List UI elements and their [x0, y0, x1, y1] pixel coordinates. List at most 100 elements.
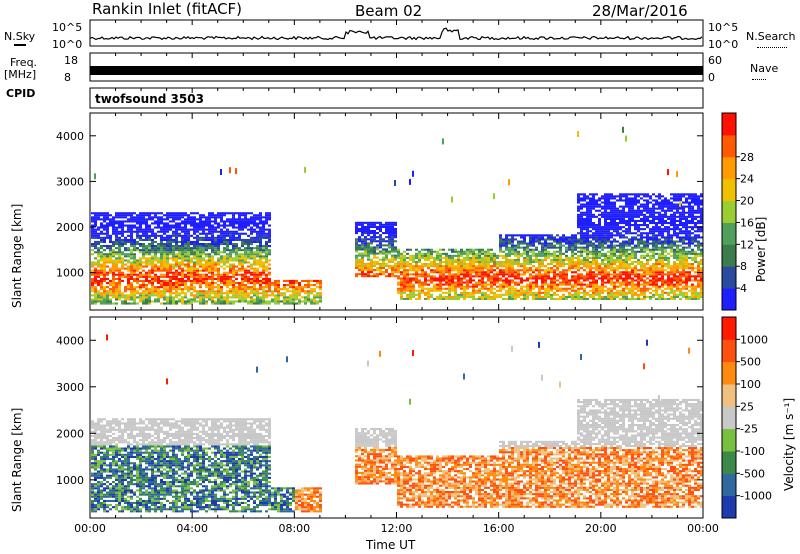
heatmap-cell: [385, 250, 388, 253]
heatmap-cell: [382, 256, 385, 259]
heatmap-cell: [400, 263, 403, 266]
heatmap-cell: [559, 252, 562, 255]
heatmap-cell: [616, 273, 619, 276]
heatmap-cell: [466, 263, 469, 266]
heatmap-cell: [409, 287, 412, 290]
heatmap-cell: [217, 271, 220, 274]
heatmap-cell: [442, 256, 445, 259]
heatmap-cell: [559, 248, 562, 251]
heatmap-cell: [205, 249, 208, 252]
heatmap-cell: [199, 298, 202, 301]
heatmap-cell: [544, 289, 547, 292]
heatmap-cell: [394, 234, 397, 237]
heatmap-cell: [442, 291, 445, 294]
heatmap-cell: [175, 243, 178, 246]
heatmap-cell: [175, 275, 178, 278]
heatmap-cell: [469, 285, 472, 288]
heatmap-cell: [235, 245, 238, 248]
heatmap-cell: [166, 249, 169, 252]
heatmap-cell: [133, 294, 136, 297]
heatmap-cell: [619, 226, 622, 229]
heatmap-cell: [643, 248, 646, 251]
heatmap-cell: [241, 257, 244, 260]
heatmap-cell: [262, 298, 265, 301]
heatmap-cell: [628, 222, 631, 225]
heatmap-cell: [127, 279, 130, 282]
heatmap-cell: [451, 281, 454, 284]
heatmap-cell: [100, 271, 103, 274]
heatmap-cell: [598, 265, 601, 268]
heatmap-cell: [547, 236, 550, 239]
heatmap-cell: [199, 265, 202, 268]
heatmap-cell: [259, 296, 262, 299]
heatmap-cell: [382, 262, 385, 265]
heatmap-cell: [484, 250, 487, 253]
heatmap-cell: [466, 267, 469, 270]
heatmap-cell: [223, 267, 226, 270]
heatmap-cell: [193, 275, 196, 278]
heatmap-cell: [139, 271, 142, 274]
heatmap-cell: [454, 273, 457, 276]
heatmap-cell: [184, 292, 187, 295]
heatmap-cell: [625, 254, 628, 257]
heatmap-cell: [364, 275, 367, 278]
heatmap-cell: [646, 219, 649, 222]
heatmap-cell: [292, 296, 295, 299]
heatmap-cell: [106, 261, 109, 264]
heatmap-cell: [232, 302, 235, 305]
heatmap-cell: [229, 271, 232, 274]
heatmap-cell: [532, 261, 535, 264]
heatmap-cell: [226, 290, 229, 293]
heatmap-cell: [100, 251, 103, 254]
heatmap-cell: [556, 240, 559, 243]
heatmap-cell: [493, 283, 496, 286]
heatmap-cell: [241, 214, 244, 217]
heatmap-cell: [505, 256, 508, 259]
heatmap-cell: [154, 277, 157, 280]
heatmap-cell: [466, 281, 469, 284]
heatmap-cell: [259, 220, 262, 223]
heatmap-cell: [631, 250, 634, 253]
heatmap-cell: [463, 287, 466, 290]
heatmap-cell: [619, 211, 622, 214]
heatmap-cell: [163, 214, 166, 217]
heatmap-cell: [403, 250, 406, 253]
heatmap-cell: [94, 282, 97, 285]
heatmap-cell: [511, 271, 514, 274]
heatmap-cell: [541, 285, 544, 288]
heatmap-cell: [391, 256, 394, 259]
heatmap-cell: [583, 228, 586, 231]
heatmap-cell: [478, 295, 481, 298]
heatmap-cell: [451, 275, 454, 278]
heatmap-cell: [619, 248, 622, 251]
heatmap-cell: [406, 248, 409, 251]
heatmap-cell: [109, 247, 112, 250]
heatmap-cell: [601, 242, 604, 245]
heatmap-cell: [580, 295, 583, 298]
heatmap-cell: [619, 213, 622, 216]
heatmap-cell: [226, 228, 229, 231]
heatmap-cell: [637, 193, 640, 196]
heatmap-cell: [160, 243, 163, 246]
heatmap-cell: [397, 275, 400, 278]
heatmap-cell: [229, 284, 232, 287]
heatmap-cell: [643, 236, 646, 239]
heatmap-cell: [559, 271, 562, 274]
heatmap-cell: [514, 295, 517, 298]
heatmap-cell: [274, 298, 277, 301]
heatmap-cell: [616, 240, 619, 243]
heatmap-cell: [163, 236, 166, 239]
heatmap-cell: [610, 209, 613, 212]
heatmap-cell: [178, 288, 181, 291]
heatmap-cell: [115, 230, 118, 233]
heatmap-cell: [613, 197, 616, 200]
heatmap-cell: [145, 234, 148, 237]
heatmap-cell: [112, 220, 115, 223]
heatmap-cell: [211, 216, 214, 219]
heatmap-cell: [103, 275, 106, 278]
heatmap-cell: [184, 220, 187, 223]
heatmap-cell: [373, 264, 376, 267]
heatmap-cell: [559, 287, 562, 290]
heatmap-cell: [142, 255, 145, 258]
